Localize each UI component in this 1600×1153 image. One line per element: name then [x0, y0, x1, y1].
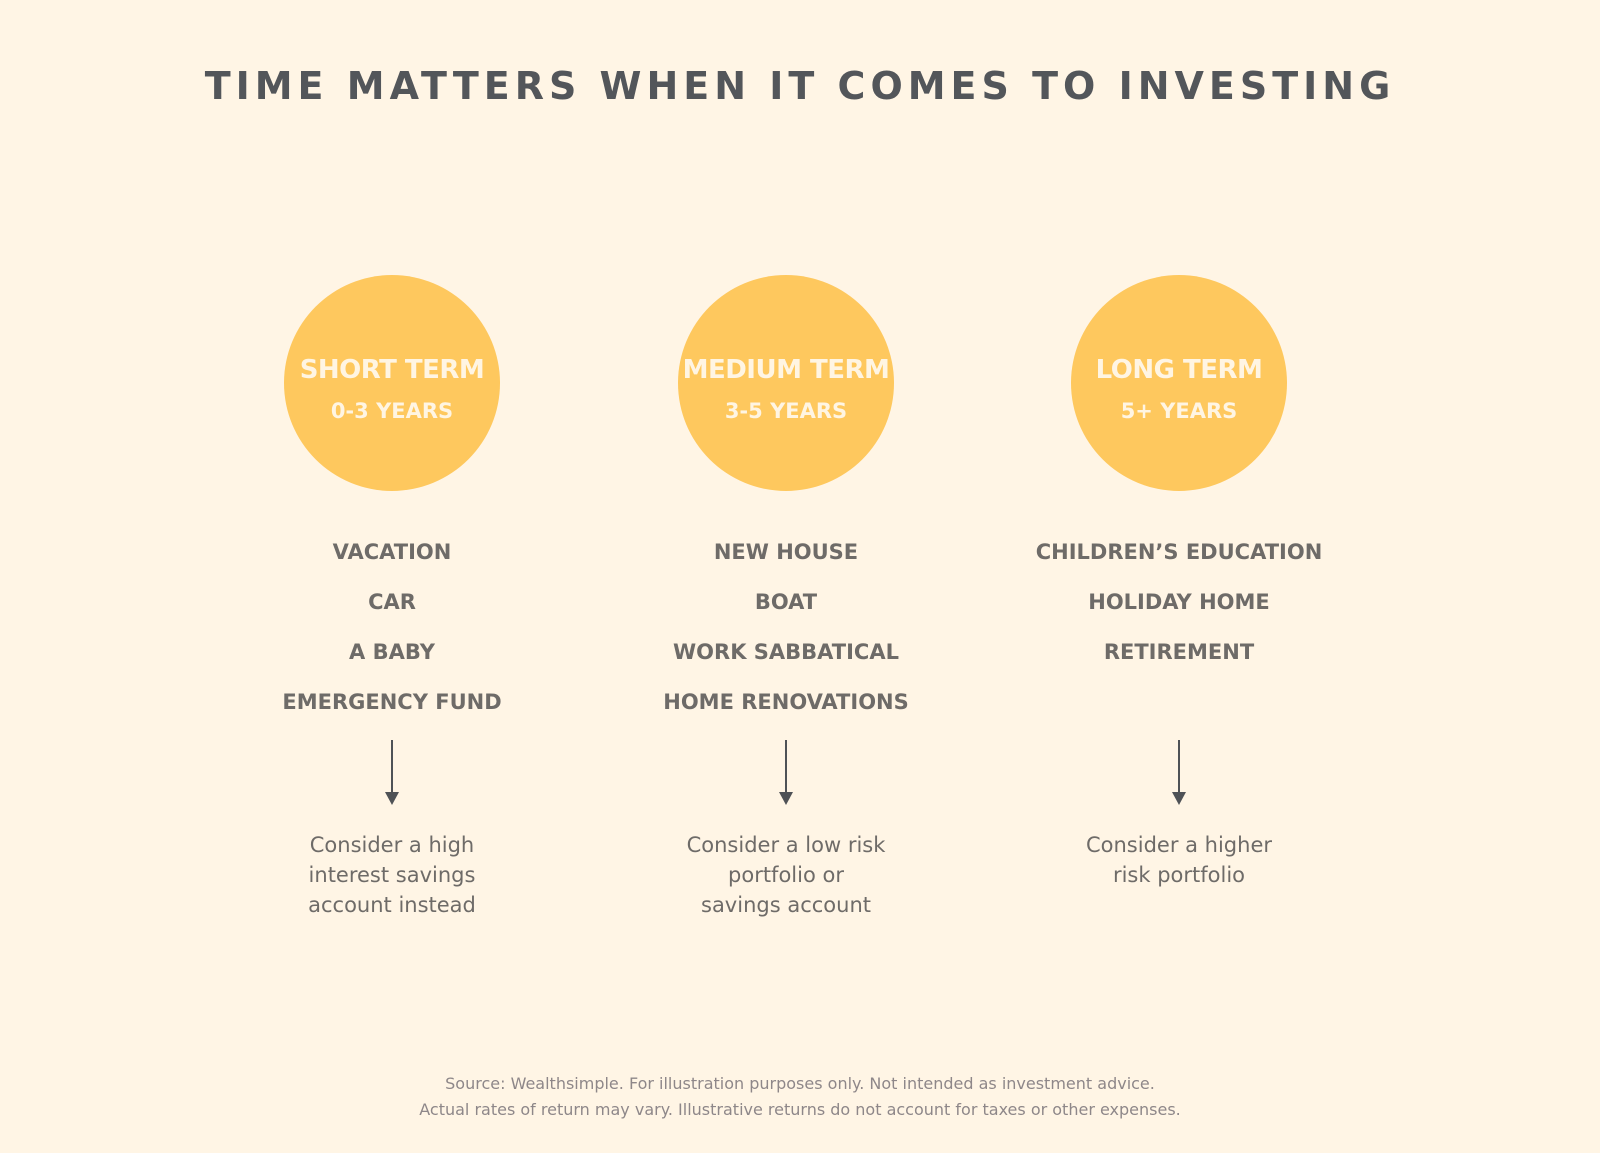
footer-source: Source: Wealthsimple. For illustration p…: [445, 1074, 1155, 1093]
term-title: MEDIUM TERM: [682, 355, 890, 385]
goal-item: CHILDREN’S EDUCATION: [1035, 540, 1323, 564]
term-circle: SHORT TERM 0-3 YEARS: [284, 275, 500, 491]
goal-item: BOAT: [754, 590, 818, 614]
goal-item: WORK SABBATICAL: [673, 640, 899, 664]
footer-disclaimer: Actual rates of return may vary. Illustr…: [419, 1100, 1181, 1119]
arrow-down-icon: [391, 740, 393, 794]
advice-text: Consider a higher risk portfolio: [1085, 833, 1273, 887]
term-years: 5+ YEARS: [1120, 399, 1238, 423]
goal-item: RETIREMENT: [1103, 640, 1255, 664]
arrow-down-icon: [785, 740, 787, 794]
goal-item: HOLIDAY HOME: [1088, 590, 1270, 614]
page-title: TIME MATTERS WHEN IT COMES TO INVESTING: [204, 64, 1396, 108]
arrow-down-icon: [1178, 740, 1180, 794]
goal-list: VACATION CAR A BABY EMERGENCY FUND: [192, 538, 592, 738]
arrowhead-icon: [779, 792, 793, 805]
goal-list: CHILDREN’S EDUCATION HOLIDAY HOME RETIRE…: [979, 538, 1379, 688]
term-years: 3-5 YEARS: [724, 399, 848, 423]
advice-text: Consider a high interest savings account…: [308, 833, 476, 917]
arrowhead-icon: [1172, 792, 1186, 805]
goal-item: A BABY: [349, 640, 435, 664]
term-circle: LONG TERM 5+ YEARS: [1071, 275, 1287, 491]
advice-text: Consider a low risk portfolio or savings…: [686, 833, 886, 917]
goal-item: VACATION: [332, 540, 452, 564]
goal-list: NEW HOUSE BOAT WORK SABBATICAL HOME RENO…: [586, 538, 986, 738]
term-title: LONG TERM: [1095, 355, 1263, 385]
goal-item: EMERGENCY FUND: [282, 690, 502, 714]
term-circle: MEDIUM TERM 3-5 YEARS: [678, 275, 894, 491]
term-title: SHORT TERM: [299, 355, 485, 385]
term-years: 0-3 YEARS: [330, 399, 454, 423]
arrowhead-icon: [385, 792, 399, 805]
goal-item: HOME RENOVATIONS: [663, 690, 909, 714]
goal-item: CAR: [368, 590, 416, 614]
goal-item: NEW HOUSE: [713, 540, 859, 564]
